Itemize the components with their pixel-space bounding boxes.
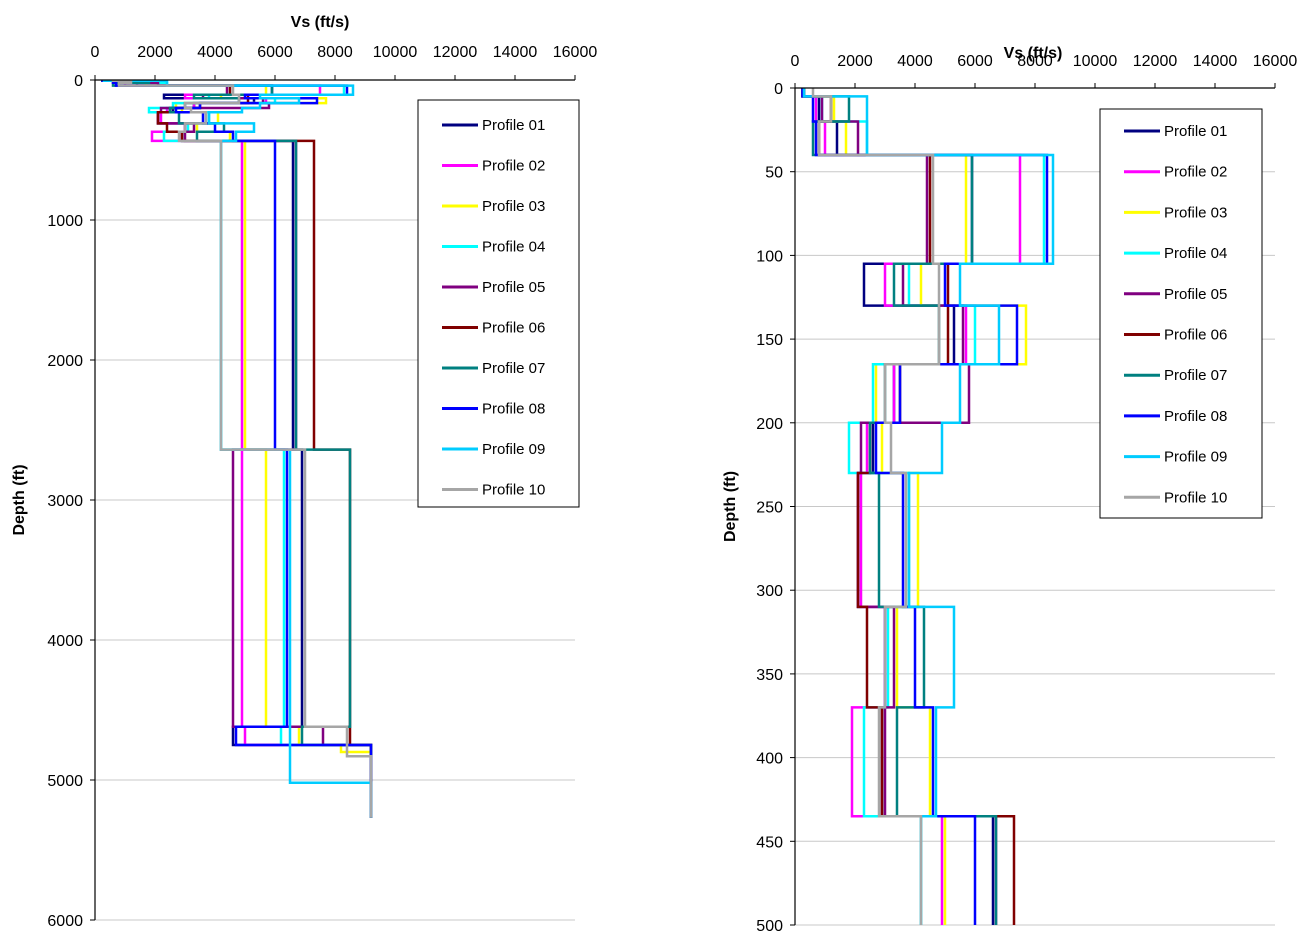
chart-1: 0 2000 4000 6000 8000 10000 12000 14000 16000 0 10… [11,14,597,930]
x-tick-label: 12000 [1133,53,1178,70]
legend-label: Profile 05 [482,279,545,296]
legend-label: Profile 04 [1164,245,1227,262]
y-tick-label: 450 [756,834,783,851]
legend-label: Profile 08 [1164,408,1227,425]
y-tick-label: 0 [774,81,783,98]
x-tick-label: 4000 [897,53,933,70]
y-tick-label: 250 [756,500,783,517]
y-axis-title: Depth (ft) [11,464,28,535]
legend-box [1099,108,1263,519]
legend-label: Profile 01 [1164,123,1227,140]
x-tick-label: 2000 [837,53,873,70]
y-tick-label: 50 [765,165,783,182]
x-tick-label: 6000 [257,44,293,61]
x-tick-label: 16000 [1253,53,1298,70]
y-axis-title: Depth (ft) [722,471,739,542]
y-tick-label: 2000 [47,353,83,370]
legend-label: Profile 02 [1164,164,1227,181]
series-line-7 [102,79,373,818]
legend-label: Profile 10 [1164,489,1227,506]
x-axis-title: Vs (ft/s) [291,14,350,31]
y-tick-label: 500 [756,918,783,935]
series-group [101,79,373,818]
chart-2: 0 2000 4000 6000 8000 10000 12000 14000 16000 0 50… [722,45,1297,935]
x-tick-label: 4000 [197,44,233,61]
y-tick-label: 4000 [47,633,83,650]
legend-label: Profile 05 [1164,286,1227,303]
series-line-9 [802,88,1055,925]
legend-label: Profile 06 [482,320,545,337]
y-tick-label: 400 [756,751,783,768]
x-tick-label: 14000 [1193,53,1238,70]
legend-label: Profile 10 [482,482,545,499]
legend-label: Profile 04 [482,239,545,256]
series-line-10 [811,88,941,925]
y-tick-label: 200 [756,416,783,433]
y-tick-label: 1000 [47,213,83,230]
x-tick-label: 6000 [957,53,993,70]
x-tick-label: 8000 [317,44,353,61]
x-axis-title: Vs (ft/s) [1004,45,1063,62]
legend-label: Profile 06 [1164,327,1227,344]
legend-label: Profile 03 [1164,204,1227,221]
x-tick-label: 0 [91,44,100,61]
y-tick-label: 3000 [47,493,83,510]
y-tick-label: 100 [756,248,783,265]
y-tick-label: 5000 [47,773,83,790]
legend-label: Profile 02 [482,158,545,175]
legend-label: Profile 07 [1164,367,1227,384]
y-tick-label: 150 [756,332,783,349]
series-line-10 [111,79,373,818]
legend-label: Profile 07 [482,360,545,377]
legend-label: Profile 09 [1164,449,1227,466]
series-group [801,88,1055,925]
x-tick-label: 16000 [553,44,598,61]
x-tick-label: 10000 [1073,53,1118,70]
x-tick-label: 14000 [493,44,538,61]
x-tick-label: 2000 [137,44,173,61]
y-tick-label: 350 [756,667,783,684]
legend-box [417,99,580,508]
legend-label: Profile 08 [482,401,545,418]
x-tick-label: 8000 [1017,53,1053,70]
y-tick-label: 0 [74,73,83,90]
x-tick-label: 10000 [373,44,418,61]
legend-label: Profile 01 [482,117,545,134]
y-tick-label: 300 [756,583,783,600]
legend: Profile 01 Profile 02 Profile 03 Profile 04… [417,99,580,508]
series-line-8 [101,79,373,818]
legend-label: Profile 09 [482,441,545,458]
x-tick-label: 12000 [433,44,478,61]
x-tick-label: 0 [791,53,800,70]
series-line-8 [801,88,1049,925]
legend-label: Profile 03 [482,198,545,215]
legend: Profile 01 Profile 02 Profile 03 Profile 04… [1099,108,1263,519]
y-tick-label: 6000 [47,913,83,930]
